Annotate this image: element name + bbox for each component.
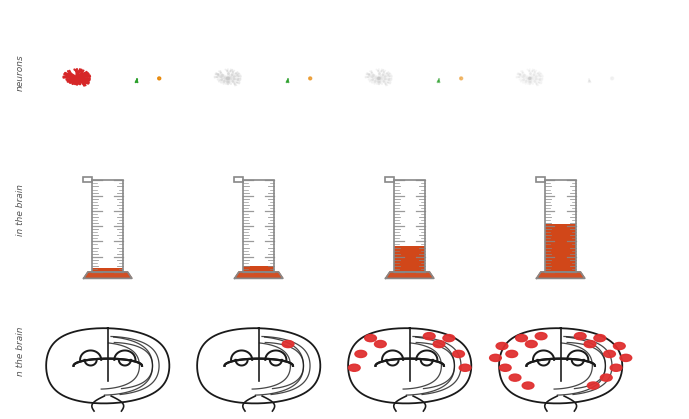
Circle shape (515, 334, 527, 341)
Circle shape (76, 78, 79, 79)
Polygon shape (197, 328, 320, 403)
Bar (394, 180, 425, 272)
Text: neurons: neurons (16, 54, 25, 91)
Polygon shape (348, 328, 471, 403)
Polygon shape (83, 272, 132, 278)
Circle shape (522, 382, 534, 389)
Polygon shape (46, 328, 169, 403)
Circle shape (610, 364, 622, 371)
Bar (92, 180, 123, 272)
Bar (83, 177, 92, 182)
Bar (243, 180, 274, 272)
Circle shape (506, 350, 517, 357)
Polygon shape (386, 272, 434, 278)
Circle shape (500, 364, 511, 371)
Circle shape (490, 354, 502, 362)
Circle shape (600, 374, 612, 381)
Bar (92, 268, 123, 272)
Polygon shape (499, 328, 622, 403)
Bar (243, 266, 274, 272)
Circle shape (460, 364, 471, 371)
Polygon shape (235, 272, 282, 278)
Circle shape (594, 334, 606, 341)
Polygon shape (438, 80, 440, 81)
Polygon shape (588, 80, 590, 81)
Circle shape (620, 354, 632, 362)
Bar (536, 177, 545, 182)
Bar (385, 177, 394, 182)
Polygon shape (83, 272, 132, 278)
Circle shape (588, 382, 599, 389)
Circle shape (509, 374, 521, 381)
Circle shape (453, 350, 464, 357)
Polygon shape (136, 80, 138, 81)
Text: in the brain: in the brain (16, 184, 25, 235)
Polygon shape (287, 80, 289, 81)
Circle shape (496, 342, 508, 349)
Circle shape (364, 334, 376, 341)
Circle shape (423, 333, 435, 340)
Circle shape (349, 364, 360, 371)
Bar (394, 246, 425, 272)
Polygon shape (386, 272, 434, 278)
Text: n the brain: n the brain (16, 326, 25, 376)
Circle shape (613, 342, 625, 349)
Circle shape (227, 78, 229, 79)
Polygon shape (537, 272, 585, 278)
Circle shape (282, 341, 294, 348)
Circle shape (433, 341, 445, 348)
Circle shape (528, 78, 531, 79)
Circle shape (375, 341, 387, 348)
Circle shape (378, 78, 380, 79)
Circle shape (443, 334, 455, 341)
Polygon shape (235, 272, 282, 278)
Bar (545, 224, 576, 272)
Bar (545, 180, 576, 272)
Circle shape (535, 333, 547, 340)
Circle shape (355, 350, 367, 357)
Polygon shape (537, 272, 585, 278)
Bar (234, 177, 243, 182)
Circle shape (526, 341, 537, 348)
Circle shape (604, 350, 615, 357)
Circle shape (584, 341, 596, 348)
Circle shape (575, 333, 586, 340)
